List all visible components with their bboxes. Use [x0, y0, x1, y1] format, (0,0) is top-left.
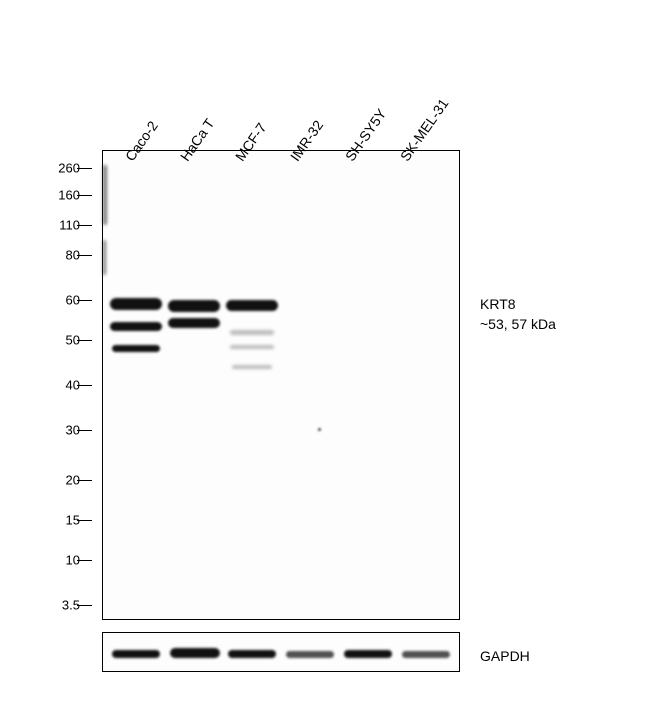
- band-main: [168, 318, 220, 328]
- band-gapdh: [344, 650, 392, 658]
- noise-spot: [318, 428, 321, 431]
- band-main: [232, 365, 272, 369]
- band-gapdh: [170, 648, 220, 658]
- band-gapdh: [112, 650, 160, 658]
- mw-tick-label: 80: [0, 248, 80, 263]
- mw-tick-label: 260: [0, 161, 80, 176]
- mw-tick-label: 60: [0, 293, 80, 308]
- mw-tick-label: 50: [0, 333, 80, 348]
- mw-tick-label: 160: [0, 188, 80, 203]
- annotation-text: GAPDH: [480, 648, 530, 664]
- main-blot-frame: [102, 150, 460, 620]
- band-main: [168, 300, 220, 312]
- band-gapdh: [402, 651, 450, 658]
- edge-noise: [103, 165, 107, 225]
- band-main: [226, 300, 278, 311]
- mw-tick-label: 10: [0, 553, 80, 568]
- band-main: [110, 322, 162, 331]
- band-main: [230, 330, 274, 335]
- band-gapdh: [228, 650, 276, 658]
- band-main: [230, 345, 274, 349]
- edge-noise: [103, 240, 106, 275]
- mw-tick-label: 110: [0, 218, 80, 233]
- annotation-text: KRT8: [480, 296, 516, 312]
- band-main: [110, 298, 162, 310]
- band-main: [112, 345, 160, 352]
- mw-tick-label: 40: [0, 378, 80, 393]
- annotation-text: ~53, 57 kDa: [480, 316, 556, 332]
- band-gapdh: [286, 651, 334, 658]
- mw-tick-label: 3.5: [0, 598, 80, 613]
- mw-tick-label: 30: [0, 423, 80, 438]
- mw-tick-label: 20: [0, 473, 80, 488]
- mw-tick-label: 15: [0, 513, 80, 528]
